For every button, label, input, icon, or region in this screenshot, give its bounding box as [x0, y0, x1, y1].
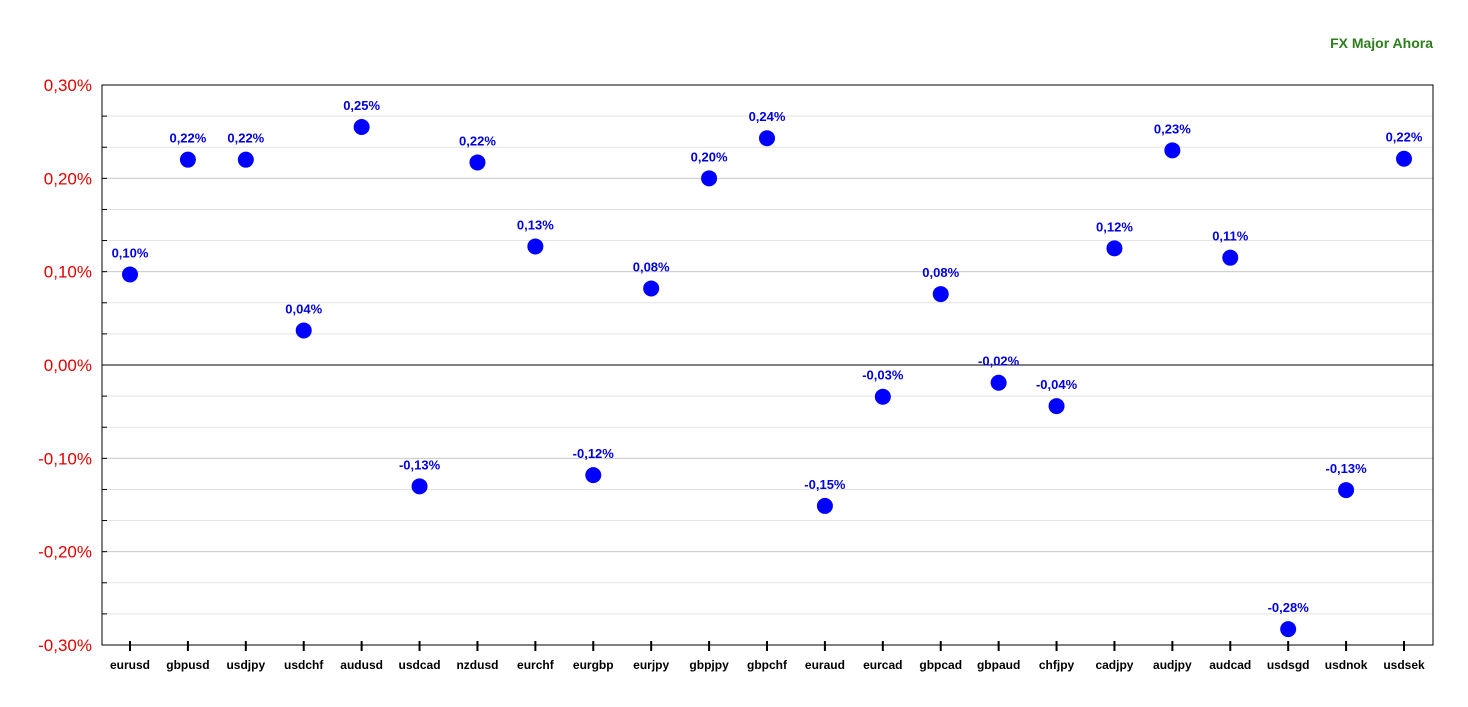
- data-label-usdsek: 0,22%: [1386, 130, 1423, 145]
- data-point-gbpusd: [179, 151, 196, 168]
- x-tick-label: gbpaud: [977, 658, 1020, 672]
- x-tick-label: eurcad: [863, 658, 902, 672]
- data-label-eurjpy: 0,08%: [633, 259, 670, 274]
- x-tick-label: cadjpy: [1095, 658, 1133, 672]
- data-label-usdjpy: 0,22%: [227, 131, 264, 146]
- x-tick-labels: eurusd gbpusd usdjpy usdchf audusd usdcad nzdu…: [110, 658, 1425, 672]
- data-label-usdchf: 0,04%: [285, 301, 322, 316]
- x-tick-label: audjpy: [1153, 658, 1192, 672]
- y-tick-label: 0,20%: [44, 169, 92, 188]
- data-label-eurcad: -0,03%: [862, 368, 904, 383]
- data-point-usdsek: [1396, 150, 1412, 167]
- data-label-euraud: -0,15%: [804, 477, 846, 492]
- data-point-gbpcad: [932, 286, 949, 303]
- x-tick-label: gbpcad: [919, 658, 962, 672]
- data-label-gbpcad: 0,08%: [922, 265, 959, 280]
- data-label-usdnok: -0,13%: [1325, 461, 1367, 476]
- data-label-gbpaud: -0,02%: [978, 354, 1020, 369]
- x-tick-label: usdcad: [399, 658, 441, 672]
- x-tick-label: usdsek: [1383, 658, 1425, 672]
- y-tick-label: 0,00%: [44, 356, 92, 375]
- data-point-usdchf: [295, 322, 312, 339]
- data-point-audcad: [1222, 249, 1239, 266]
- data-point-gbpjpy: [701, 170, 718, 187]
- data-label-gbpchf: 0,24%: [749, 109, 786, 124]
- x-tick-label: eurjpy: [633, 658, 669, 672]
- data-point-eurcad: [874, 388, 891, 405]
- data-point-usdjpy: [237, 151, 254, 168]
- data-point-eurusd: [122, 266, 138, 283]
- x-tick-label: usdnok: [1325, 658, 1368, 672]
- data-label-eurgbp: -0,12%: [573, 446, 615, 461]
- x-tick-label: audcad: [1209, 658, 1251, 672]
- data-point-usdcad: [411, 478, 428, 495]
- y-tick-label: -0,30%: [38, 636, 92, 655]
- x-tick-label: chfjpy: [1039, 658, 1075, 672]
- data-label-audcad: 0,11%: [1212, 229, 1249, 244]
- data-label-gbpusd: 0,22%: [169, 131, 206, 146]
- data-labels: 0,10% 0,22% 0,22% 0,04% 0,25% -0,13% 0,22% 0,13…: [112, 98, 1423, 615]
- x-tick-label: audusd: [340, 658, 383, 672]
- x-tick-label: usdsgd: [1267, 658, 1310, 672]
- data-points: [122, 119, 1412, 638]
- y-tick-label: -0,10%: [38, 449, 92, 468]
- y-tick-labels: 0,30% 0,20% 0,10% 0,00% -0,10% -0,20% -0,30%: [38, 76, 92, 655]
- data-point-gbpaud: [990, 374, 1007, 391]
- x-tick-label: gbpchf: [747, 658, 788, 672]
- x-tick-label: gbpusd: [166, 658, 209, 672]
- data-label-eurusd: 0,10%: [112, 245, 149, 260]
- chart-title: FX Major Ahora: [1330, 35, 1433, 51]
- data-point-euraud: [816, 497, 833, 514]
- y-tick-label: -0,20%: [38, 543, 92, 562]
- x-tick-label: eurusd: [110, 658, 150, 672]
- data-label-usdcad: -0,13%: [399, 457, 441, 472]
- x-tick-label: nzdusd: [456, 658, 498, 672]
- data-point-eurjpy: [643, 280, 660, 297]
- x-tick-label: eurgbp: [573, 658, 614, 672]
- data-label-usdsgd: -0,28%: [1268, 600, 1310, 615]
- y-tick-label: 0,30%: [44, 76, 92, 95]
- x-tick-label: usdjpy: [226, 658, 265, 672]
- x-tick-label: usdchf: [284, 658, 324, 672]
- data-point-chfjpy: [1048, 398, 1065, 415]
- data-label-gbpjpy: 0,20%: [691, 149, 728, 164]
- x-tick-label: gbpjpy: [689, 658, 729, 672]
- x-tick-label: euraud: [805, 658, 845, 672]
- data-label-audjpy: 0,23%: [1154, 121, 1191, 136]
- data-point-audusd: [353, 119, 370, 135]
- data-label-eurchf: 0,13%: [517, 217, 554, 232]
- y-tick-label: 0,10%: [44, 263, 92, 282]
- data-point-nzdusd: [469, 154, 486, 171]
- data-label-nzdusd: 0,22%: [459, 133, 496, 148]
- data-label-chfjpy: -0,04%: [1036, 377, 1078, 392]
- data-point-gbpchf: [759, 130, 775, 147]
- data-label-cadjpy: 0,12%: [1096, 219, 1133, 234]
- data-point-eurgbp: [585, 467, 602, 484]
- data-point-usdnok: [1338, 482, 1355, 499]
- grid-layer: [102, 84, 1433, 646]
- data-point-eurchf: [527, 238, 544, 255]
- data-point-cadjpy: [1106, 240, 1123, 257]
- data-point-usdsgd: [1280, 621, 1297, 638]
- data-point-audjpy: [1164, 142, 1181, 159]
- data-label-audusd: 0,25%: [343, 98, 380, 113]
- x-tick-label: eurchf: [517, 658, 555, 672]
- axes-layer: [101, 84, 1434, 651]
